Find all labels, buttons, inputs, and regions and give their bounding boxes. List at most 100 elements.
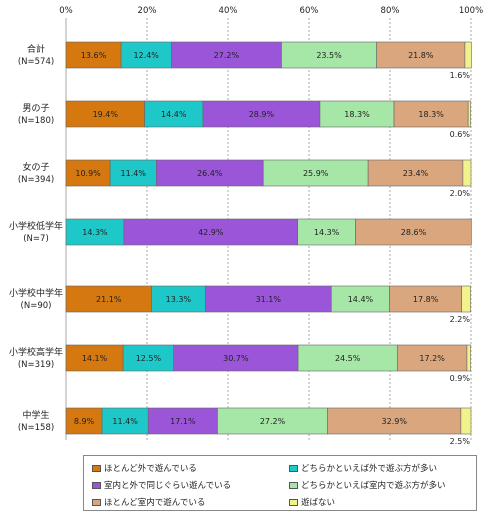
- data-label: 21.1%: [96, 295, 122, 304]
- data-label: 13.3%: [166, 295, 192, 304]
- bar-segment: [120, 41, 172, 69]
- bar-segment: [65, 218, 125, 246]
- data-label: 25.9%: [303, 169, 329, 178]
- data-label: 0.9%: [450, 374, 471, 383]
- bar-segment: [123, 218, 298, 246]
- bar-segment: [101, 407, 149, 435]
- data-label: 28.6%: [401, 228, 427, 237]
- data-label: 8.9%: [74, 417, 95, 426]
- bar-segment: [355, 218, 472, 246]
- data-label: 30.7%: [223, 354, 249, 363]
- data-label: 19.4%: [93, 110, 119, 119]
- bar-segment: [147, 407, 218, 435]
- bars: 13.6% 12.4% 27.2% 23.5% 21.8% 1.6% 19.4% 14.4% 2…: [65, 41, 472, 446]
- data-label: 42.9%: [198, 228, 224, 237]
- legend-item: 室内と外で同じぐらい遊んでいる: [92, 479, 231, 491]
- data-label: 10.9%: [75, 169, 101, 178]
- data-label: 0.6%: [450, 130, 471, 139]
- bar-segment: [467, 100, 471, 128]
- category-label: 女の子: [22, 161, 49, 173]
- category-count-label: (N=90): [21, 301, 52, 311]
- data-label: 23.5%: [316, 51, 342, 60]
- bar-segment: [462, 159, 472, 187]
- x-tick-label: 20%: [138, 6, 157, 16]
- data-label: 31.1%: [256, 295, 282, 304]
- bar-segment: [151, 285, 206, 313]
- data-label: 2.5%: [450, 437, 471, 446]
- x-tick-labels: 0% 20% 40% 60% 80% 100%: [59, 6, 483, 16]
- data-label: 14.3%: [314, 228, 340, 237]
- bar-segment: [461, 285, 471, 313]
- data-label: 24.5%: [335, 354, 361, 363]
- legend-label: どちらかといえば外で遊ぶ方が多い: [301, 464, 438, 474]
- legend-swatch: [289, 464, 298, 472]
- category-label: 合計: [27, 43, 45, 55]
- legend-label: ほとんど室内で遊んでいる: [104, 498, 206, 508]
- data-label: 23.4%: [403, 169, 429, 178]
- legend-item: どちらかといえば室内で遊ぶ方が多い: [289, 479, 446, 491]
- bar-segment: [217, 407, 328, 435]
- bar-segment: [156, 159, 264, 187]
- data-label: 17.8%: [413, 295, 439, 304]
- data-label: 14.1%: [82, 354, 108, 363]
- data-label: 11.4%: [121, 169, 147, 178]
- data-label: 28.9%: [249, 110, 275, 119]
- bar-segment: [464, 41, 472, 69]
- bar-segment: [173, 344, 299, 372]
- bar-segment: [330, 285, 390, 313]
- x-tick-label: 80%: [381, 6, 400, 16]
- data-label: 21.8%: [408, 51, 434, 60]
- legend-item: ほとんど室内で遊んでいる: [92, 496, 205, 508]
- category-label: 小学校高学年: [9, 346, 63, 358]
- bar-segment: [319, 100, 395, 128]
- bar-segment: [393, 100, 469, 128]
- bar-segment: [202, 100, 321, 128]
- bar-segment: [396, 344, 468, 372]
- data-label: 11.4%: [112, 417, 138, 426]
- data-label: 12.4%: [133, 51, 159, 60]
- data-label: 12.5%: [136, 354, 162, 363]
- legend-swatch: [92, 481, 101, 489]
- data-label: 32.9%: [382, 417, 408, 426]
- bar-segment: [122, 344, 175, 372]
- bar-segment: [466, 344, 471, 372]
- legend-item: 遊ばない: [289, 496, 335, 508]
- category-count-label: (N=574): [18, 57, 54, 67]
- bar-segment: [65, 344, 124, 372]
- bar-segment: [262, 159, 369, 187]
- data-label: 2.0%: [450, 189, 471, 198]
- legend-swatch: [289, 498, 298, 506]
- data-label: 14.4%: [161, 110, 187, 119]
- data-label: 1.6%: [450, 71, 471, 80]
- data-label: 26.4%: [197, 169, 223, 178]
- category-count-label: (N=394): [18, 175, 54, 185]
- legend-item: ほとんど外で遊んでいる: [92, 462, 197, 474]
- bar-segment: [65, 100, 145, 128]
- legend: ほとんど外で遊んでいる どちらかといえば外で遊ぶ方が多い室内と外で同じぐらい遊んで…: [83, 455, 477, 511]
- category-label: 男の子: [22, 103, 49, 114]
- bar-segment: [460, 407, 472, 435]
- x-tick-label: 60%: [300, 6, 319, 16]
- bar-segment: [297, 218, 356, 246]
- legend-swatch: [92, 498, 101, 506]
- data-label: 27.2%: [214, 51, 240, 60]
- data-label: 2.2%: [450, 315, 471, 324]
- data-label: 18.3%: [418, 110, 444, 119]
- legend-label: 遊ばない: [301, 498, 336, 508]
- category-count-label: (N=319): [18, 360, 54, 370]
- bar-segment: [297, 344, 398, 372]
- bar-segment: [327, 407, 462, 435]
- bar-segment: [65, 159, 111, 187]
- legend-label: ほとんど外で遊んでいる: [104, 464, 197, 474]
- data-label: 27.2%: [260, 417, 286, 426]
- category-label: 小学校中学年: [9, 287, 63, 299]
- category-label: 中学生: [22, 409, 49, 421]
- bar-segment: [389, 285, 462, 313]
- x-tick-label: 100%: [459, 6, 483, 16]
- x-tick-label: 0%: [59, 6, 73, 16]
- legend-label: 室内と外で同じぐらい遊んでいる: [104, 481, 232, 491]
- category-count-label: (N=7): [23, 234, 49, 244]
- legend-item: どちらかといえば外で遊ぶ方が多い: [289, 462, 437, 474]
- bar-segment: [65, 285, 152, 313]
